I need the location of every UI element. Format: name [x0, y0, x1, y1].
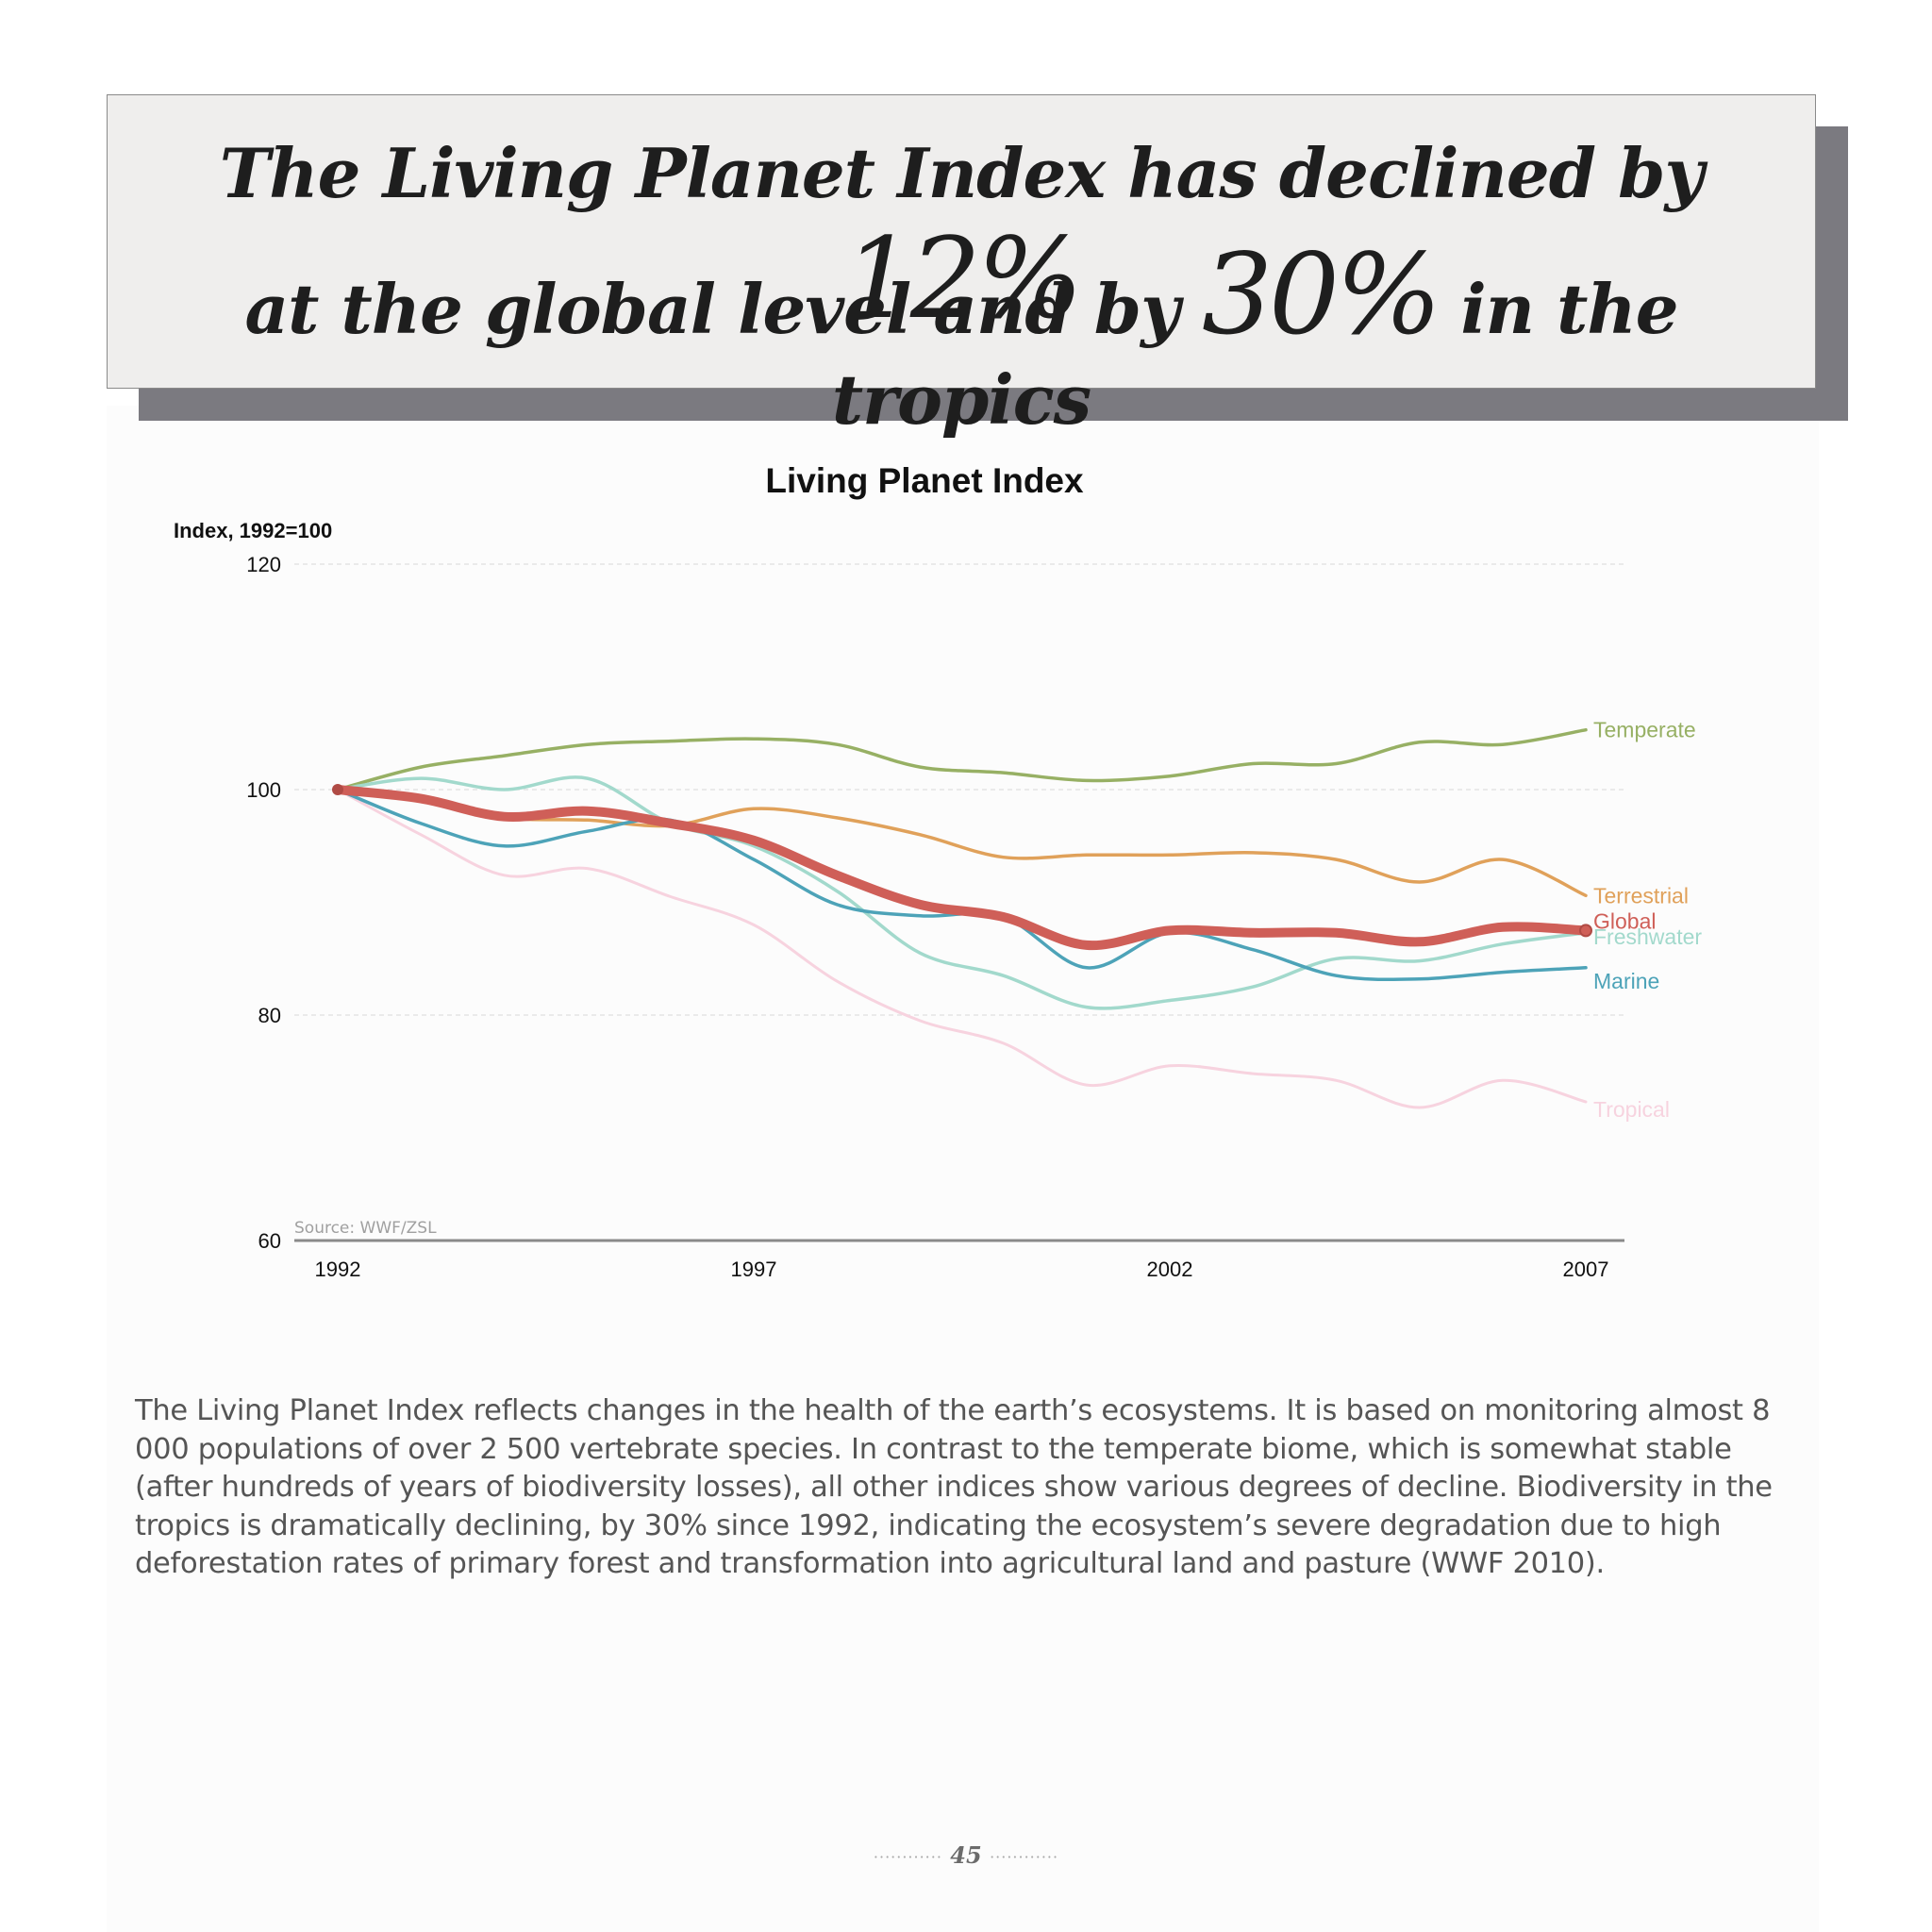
headline-text-1: The Living Planet Index has declined by	[219, 133, 1705, 213]
x-tick-labels: 1992 1997 2002 2007	[315, 1257, 1609, 1281]
x-tick-label: 2007	[1563, 1257, 1609, 1281]
headline-box: The Living Planet Index has declined by …	[107, 94, 1816, 440]
series-start-marker-global	[332, 784, 343, 795]
headline-figure-30: 30%	[1201, 229, 1441, 359]
body-paragraph: The Living Planet Index reflects changes…	[135, 1394, 1773, 1580]
page-panel	[107, 406, 1819, 1932]
series-label-freshwater: Freshwater	[1593, 924, 1702, 949]
y-tick-label: 120	[246, 553, 281, 576]
series-labels: Temperate Terrestrial Tropical Freshwater Ma…	[1593, 718, 1702, 1122]
x-tick-label: 1997	[731, 1257, 777, 1281]
series-label-marine: Marine	[1593, 969, 1659, 993]
y-tick-label: 80	[258, 1004, 281, 1027]
page-number: ············ 45 ············	[0, 1841, 1932, 1869]
series-label-global: Global	[1593, 908, 1656, 933]
series-line-global	[333, 785, 1591, 951]
series-line-temperate	[336, 727, 1588, 791]
headline-line-1: The Living Planet Index has declined by …	[108, 133, 1815, 343]
headline-text-2b: in the tropics	[831, 269, 1679, 440]
series-label-terrestrial: Terrestrial	[1593, 883, 1689, 908]
x-tick-label: 2002	[1147, 1257, 1193, 1281]
y-tick-labels: 60 80 100 120	[246, 553, 281, 1253]
y-axis-label: Index, 1992=100	[174, 519, 332, 542]
series-label-tropical: Tropical	[1593, 1097, 1670, 1122]
series-line-freshwater	[336, 775, 1588, 1010]
page-number-value: 45	[950, 1841, 982, 1869]
page-number-dots-left: ············	[873, 1848, 942, 1866]
headline-text-2a: at the global level and by	[244, 269, 1202, 349]
chart-svg: Living Planet Index Index, 1992=100 60 80…	[174, 461, 1702, 1281]
series-line-terrestrial	[336, 788, 1588, 898]
y-tick-label: 60	[258, 1229, 281, 1253]
headline-line-2: at the global level and by 30% in the tr…	[108, 229, 1815, 440]
chart: Living Planet Index Index, 1992=100 60 80…	[0, 453, 1932, 1302]
y-tick-label: 100	[246, 778, 281, 802]
x-tick-label: 1992	[315, 1257, 361, 1281]
series-line-tropical	[336, 788, 1588, 1109]
source-note: Source: WWF/ZSL	[294, 1219, 437, 1238]
headline-figure-12: 12%	[842, 213, 1083, 343]
grid	[294, 563, 1624, 1242]
series-end-marker-global	[1579, 924, 1592, 938]
chart-title: Living Planet Index	[765, 461, 1084, 500]
series-label-temperate: Temperate	[1593, 718, 1696, 742]
series-lines	[332, 727, 1592, 1109]
page-number-dots-right: ············	[990, 1848, 1059, 1866]
